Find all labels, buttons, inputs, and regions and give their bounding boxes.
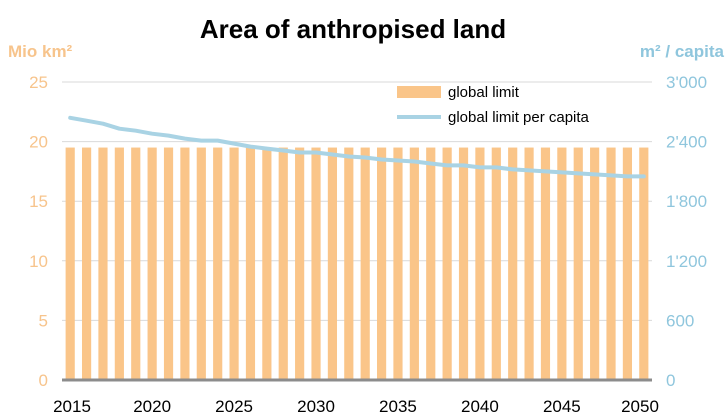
x-axis-tick-label: 2050 bbox=[621, 397, 659, 415]
bar-series-global-limit bbox=[65, 147, 649, 380]
x-axis-tick-label: 2015 bbox=[53, 397, 91, 415]
x-axis-tick-label: 2025 bbox=[215, 397, 253, 415]
left-axis-tick-label: 5 bbox=[39, 311, 48, 330]
legend-label-global-limit-per-capita: global limit per capita bbox=[448, 109, 590, 126]
left-axis-ticks: 0 5 10 15 20 25 bbox=[29, 73, 48, 390]
bar bbox=[639, 147, 649, 380]
legend: global limit global limit per capita bbox=[397, 84, 590, 126]
bar bbox=[245, 147, 256, 380]
bar bbox=[540, 147, 551, 380]
bar bbox=[508, 147, 518, 380]
bar bbox=[573, 147, 583, 380]
right-axis-tick-label: 3'000 bbox=[666, 73, 707, 92]
bar bbox=[360, 147, 370, 380]
bar bbox=[147, 147, 157, 380]
bar bbox=[131, 147, 141, 380]
bar bbox=[524, 147, 534, 380]
bar bbox=[622, 147, 633, 380]
bar bbox=[213, 147, 223, 380]
bar bbox=[344, 147, 354, 380]
chart-title: Area of anthropised land bbox=[200, 14, 506, 44]
left-axis-tick-label: 20 bbox=[29, 133, 48, 152]
bar bbox=[376, 147, 387, 380]
left-axis-unit: Mio km² bbox=[8, 42, 73, 61]
bar bbox=[590, 147, 600, 380]
bar bbox=[606, 147, 616, 380]
bar bbox=[65, 147, 75, 380]
left-axis-tick-label: 0 bbox=[39, 371, 48, 390]
bar bbox=[295, 147, 305, 380]
legend-swatch-global-limit bbox=[397, 86, 441, 98]
legend-label-global-limit: global limit bbox=[448, 84, 520, 101]
right-axis-tick-label: 1'800 bbox=[666, 192, 707, 211]
bar bbox=[442, 147, 452, 380]
bar bbox=[114, 147, 124, 380]
bar bbox=[491, 147, 501, 380]
bar bbox=[180, 147, 190, 380]
right-axis-ticks: 0 600 1'200 1'800 2'400 3'000 bbox=[666, 73, 707, 390]
left-axis-tick-label: 15 bbox=[29, 192, 48, 211]
right-axis-tick-label: 0 bbox=[666, 371, 675, 390]
bar bbox=[426, 147, 436, 380]
x-axis-tick-label: 2035 bbox=[379, 397, 417, 415]
bar bbox=[393, 147, 403, 380]
bar bbox=[475, 147, 485, 380]
bar bbox=[262, 147, 272, 380]
right-axis-tick-label: 600 bbox=[666, 311, 694, 330]
bar bbox=[311, 147, 321, 380]
left-axis-tick-label: 25 bbox=[29, 73, 48, 92]
right-axis-tick-label: 1'200 bbox=[666, 252, 707, 271]
right-axis-unit: m² / capita bbox=[640, 42, 725, 61]
bar bbox=[98, 147, 108, 380]
bar bbox=[557, 147, 567, 380]
bar bbox=[327, 147, 338, 380]
bar bbox=[458, 147, 469, 380]
bar bbox=[278, 147, 288, 380]
bar bbox=[409, 147, 419, 380]
x-axis-tick-label: 2030 bbox=[297, 397, 335, 415]
gridlines bbox=[62, 81, 652, 321]
x-axis-tick-label: 2020 bbox=[133, 397, 171, 415]
bar bbox=[81, 147, 92, 380]
left-axis-tick-label: 10 bbox=[29, 252, 48, 271]
bar bbox=[229, 147, 239, 380]
bar bbox=[196, 147, 206, 380]
x-axis-tick-label: 2045 bbox=[543, 397, 581, 415]
line-series-global-limit-per-capita bbox=[68, 115, 646, 179]
right-axis-tick-label: 2'400 bbox=[666, 133, 707, 152]
bar bbox=[163, 147, 174, 380]
x-axis-tick-label: 2040 bbox=[461, 397, 499, 415]
x-axis-ticks: 2015 2020 2025 2030 2035 2040 2045 2050 bbox=[53, 397, 659, 415]
